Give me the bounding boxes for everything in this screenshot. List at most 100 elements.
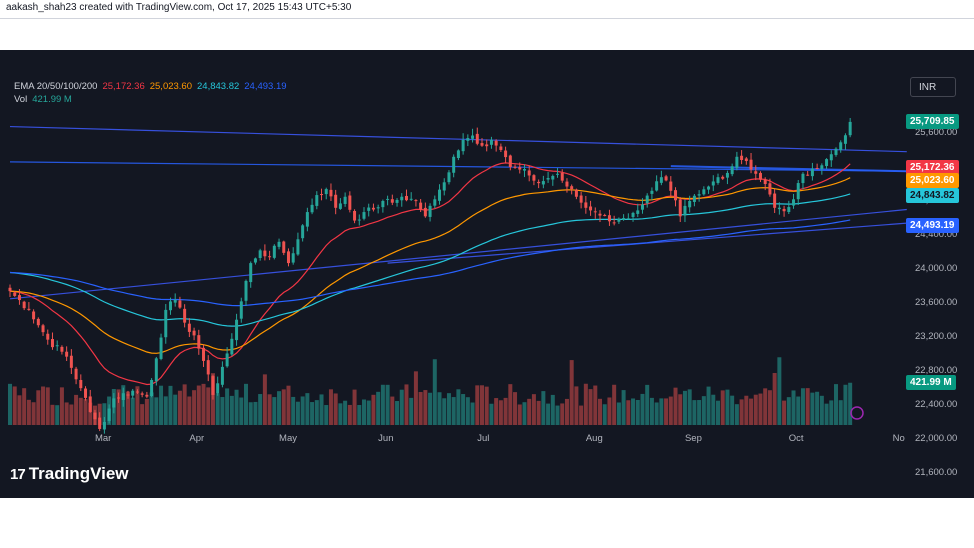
volume-bar [786,397,791,425]
candle-body [348,195,352,210]
candle-body [721,176,725,179]
candle [622,214,626,221]
candle-body [225,353,229,367]
candle-body [622,218,626,220]
candle [419,198,423,213]
y-tick-label: 24,000.00 [915,263,957,274]
candle [135,389,139,395]
volume-bar [168,385,173,425]
candle [74,366,78,385]
volume-bar [484,386,489,425]
volume-bar [69,404,74,425]
x-tick-label: Apr [189,433,204,444]
candle [268,250,272,261]
candle-body [782,208,786,212]
candle-body [32,311,36,320]
candle-body [711,181,715,186]
candle-body [381,201,385,208]
x-tick-label: Mar [95,433,111,444]
volume-bar [621,390,626,425]
candle-body [716,177,720,183]
candle [640,198,644,214]
volume-bar [763,388,768,425]
candle [598,210,602,222]
candle-body [650,190,654,194]
candle [513,164,517,169]
candle [626,213,630,220]
currency-selector[interactable]: INR [910,77,956,97]
volume-bar [126,391,130,425]
candle-body [655,181,659,191]
candle-body [768,183,772,195]
price-tag: 25,172.36 [906,160,959,176]
candle [98,412,102,432]
candle [692,193,696,207]
volume-bar [347,404,352,425]
volume-bar [640,393,645,425]
indicator-settings-icon[interactable] [850,406,864,420]
candle-body [810,168,814,177]
volume-bar [541,391,546,425]
volume-bar [682,390,687,425]
candle-body [829,154,833,161]
candle-body [244,280,248,301]
candle [409,192,413,201]
candle [631,211,635,222]
volume-bar [357,405,362,425]
candles [8,118,852,434]
candle [390,194,394,206]
candle-body [546,178,550,180]
price-tag: 24,493.19 [906,217,959,233]
candle [381,199,385,213]
candle-body [272,245,276,258]
volume-bar [824,403,829,425]
candle-body [466,138,470,141]
y-tick-label: 25,600.00 [915,127,957,138]
volume-bar [631,398,636,425]
candle-body [730,166,734,175]
candle-body [485,144,489,147]
candle [329,183,333,202]
candle-body [206,360,210,375]
volume-bar [555,405,560,425]
price-chart[interactable]: 25,600.0025,200.0024,800.0024,400.0024,0… [0,50,974,498]
volume-bar [324,405,329,425]
candle-body [438,189,442,201]
volume-legend: Vol 421.99 M [14,94,77,105]
candle-body [848,121,852,136]
volume-bar [59,387,64,425]
candle [556,168,560,178]
candle-body [475,133,479,144]
volume-bar [258,394,263,425]
volume-bar [588,389,593,425]
candle [843,133,847,150]
volume-bar [362,399,366,425]
candle-body [55,345,59,347]
candle-body [154,358,158,382]
volume-bar [810,392,815,425]
x-tick-label: Oct [789,433,804,444]
volume-bar [711,394,716,425]
volume-bar [574,386,579,425]
candle-body [603,215,607,217]
volume-bar [508,384,513,425]
candle-body [664,176,668,181]
y-tick-label: 23,600.00 [915,297,957,308]
ema-line-50 [9,177,851,354]
volume-bar [206,387,211,425]
candle [442,178,446,196]
candle [126,390,130,399]
volume-bar [78,397,83,425]
candle-body [551,175,555,180]
candle [187,318,191,338]
volume-bar [739,399,744,425]
y-tick-label: 23,200.00 [915,331,957,342]
volume-tag: 421.99 M [906,375,956,390]
candle-body [570,186,574,190]
volume-bar [409,397,414,425]
volume-bar [423,390,428,425]
candle [428,203,432,222]
candle-body [480,143,484,146]
volume-bar [805,388,810,425]
candle-body [574,189,578,197]
